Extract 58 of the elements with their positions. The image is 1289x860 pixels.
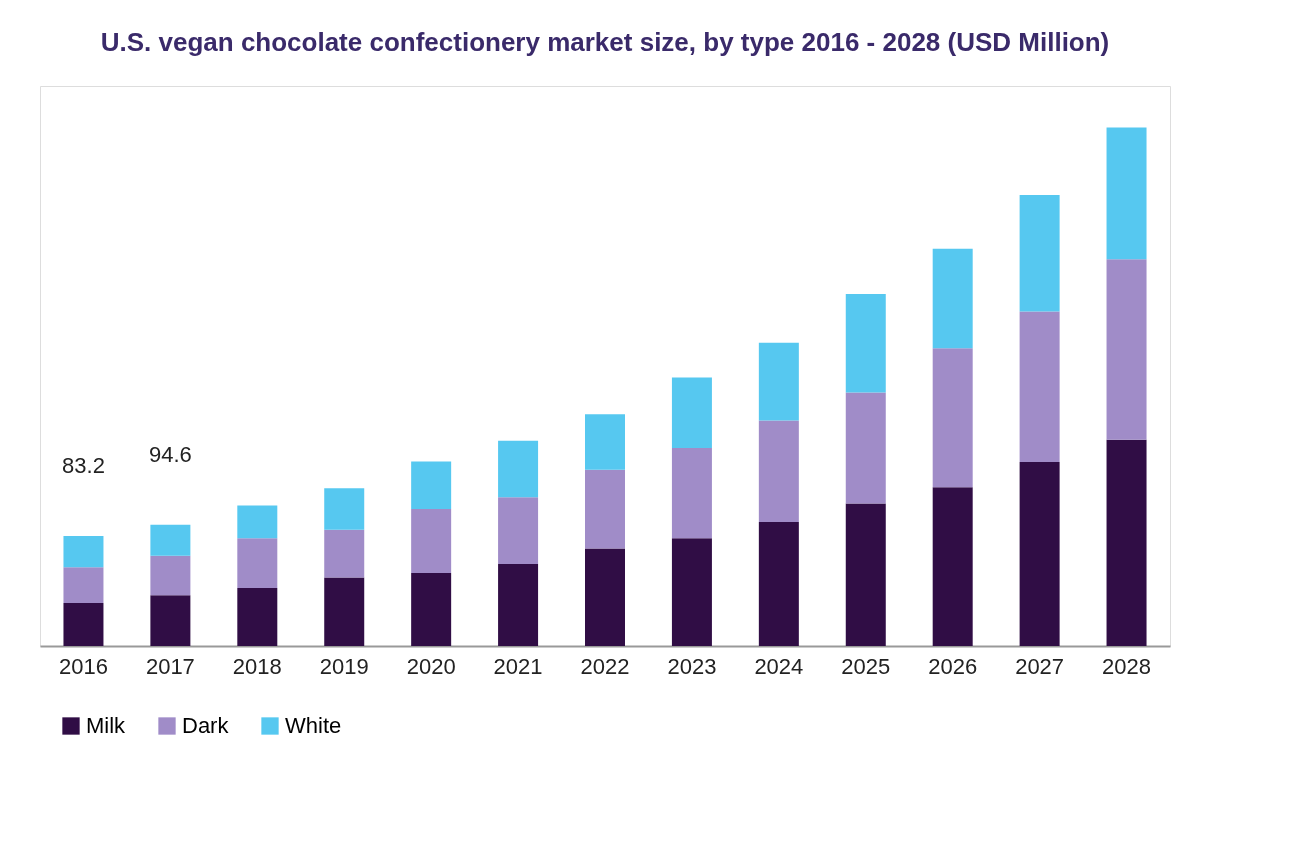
bar <box>150 555 191 596</box>
bar <box>324 488 365 530</box>
x-tick-label: 2016 <box>58 653 108 679</box>
bar <box>758 420 799 523</box>
legend-label: Milk <box>86 713 127 738</box>
bar <box>498 564 539 646</box>
bar <box>671 538 712 646</box>
bar <box>932 348 973 488</box>
bar <box>1019 311 1060 462</box>
bar <box>411 461 452 510</box>
bar <box>150 595 191 646</box>
x-tick-label: 2024 <box>754 653 804 679</box>
bar <box>585 548 625 646</box>
annotation: 83.2 <box>62 453 105 479</box>
x-tick-label: 2027 <box>1015 653 1065 679</box>
bar <box>845 503 886 646</box>
bar <box>411 509 452 573</box>
bar <box>498 440 539 498</box>
chart-title: U.S. vegan chocolate confectionery market size, by type 2016 - 2028 (USD Million) <box>100 27 1110 57</box>
bar <box>324 577 365 646</box>
bar <box>63 567 104 603</box>
bar <box>63 602 104 646</box>
bar <box>932 487 973 646</box>
bar <box>1106 439 1147 646</box>
bar <box>758 522 799 646</box>
bar <box>1019 461 1060 646</box>
x-tick-label: 2022 <box>580 653 630 679</box>
bar <box>671 377 712 448</box>
bar <box>1106 127 1147 260</box>
x-tick-label: 2017 <box>145 653 195 679</box>
bar <box>237 538 278 588</box>
legend-label: Dark <box>182 713 230 738</box>
bar <box>324 529 365 578</box>
bar <box>237 505 278 539</box>
bar <box>932 248 973 349</box>
x-tick-label: 2021 <box>493 653 543 679</box>
bar <box>237 587 278 646</box>
bar <box>63 536 104 568</box>
bar <box>498 497 539 565</box>
x-tick-label: 2026 <box>928 653 978 679</box>
bar <box>150 524 191 556</box>
x-tick-label: 2023 <box>667 653 717 679</box>
x-tick-label: 2025 <box>841 653 891 679</box>
bar <box>1106 259 1147 440</box>
bar <box>845 293 886 393</box>
bar <box>845 392 886 504</box>
bar <box>758 342 799 421</box>
annotation: 94.6 <box>148 441 192 467</box>
bar <box>585 469 625 549</box>
legend-label: White <box>285 713 342 738</box>
x-tick-label: 2020 <box>406 653 456 679</box>
bar <box>1019 194 1060 312</box>
bar <box>585 414 625 470</box>
bar <box>411 572 452 646</box>
bar <box>671 447 712 539</box>
x-tick-label: 2019 <box>319 653 369 679</box>
x-tick-label: 2028 <box>1102 653 1152 679</box>
x-tick-label: 2018 <box>232 653 282 679</box>
